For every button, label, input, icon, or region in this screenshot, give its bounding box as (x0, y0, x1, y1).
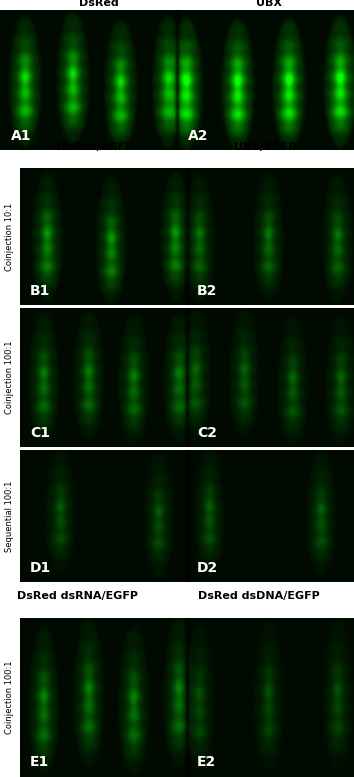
Text: UBX: UBX (256, 0, 282, 8)
Text: DsRed/EGFP: DsRed/EGFP (57, 142, 134, 152)
Text: DsRed dsRNA/EGFP: DsRed dsRNA/EGFP (17, 591, 138, 601)
Text: C1: C1 (30, 426, 50, 440)
Text: Coinjection 100:1: Coinjection 100:1 (6, 660, 15, 734)
Text: A2: A2 (188, 129, 208, 143)
Text: UBX/EGFP: UBX/EGFP (234, 142, 297, 152)
Text: D2: D2 (197, 562, 218, 576)
Text: C2: C2 (197, 426, 217, 440)
Text: E2: E2 (197, 755, 216, 769)
Text: E1: E1 (30, 755, 49, 769)
Text: Coinjection 100:1: Coinjection 100:1 (6, 341, 15, 414)
Text: DsRed: DsRed (79, 0, 119, 8)
Text: D1: D1 (30, 562, 51, 576)
Text: DsRed dsDNA/EGFP: DsRed dsDNA/EGFP (198, 591, 319, 601)
Text: B2: B2 (197, 284, 217, 298)
Text: B1: B1 (30, 284, 50, 298)
Text: Coinjection 10:1: Coinjection 10:1 (6, 202, 15, 270)
Text: A1: A1 (11, 129, 31, 143)
Text: Sequential 100:1: Sequential 100:1 (6, 480, 15, 552)
